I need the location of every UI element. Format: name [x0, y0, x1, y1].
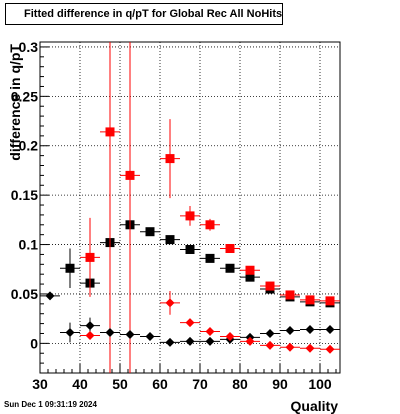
data-point-square: [65, 263, 75, 273]
datestamp: Sun Dec 1 09:31:19 2024: [4, 400, 97, 409]
data-point-diamond: [325, 344, 335, 354]
y-tick-label: 0.25: [11, 88, 38, 104]
data-point-square: [205, 253, 215, 263]
y-tick-label: 0.2: [19, 138, 39, 154]
data-point-square: [105, 127, 115, 137]
data-point-square: [225, 263, 235, 273]
y-axis-label: difference in q/pT: [7, 44, 23, 161]
data-point-diamond: [285, 342, 295, 352]
y-tick-label: 0.05: [11, 286, 38, 302]
data-point-diamond: [165, 298, 175, 308]
data-point-square: [125, 170, 135, 180]
data-point-square: [185, 244, 195, 254]
data-point-diamond: [125, 329, 135, 339]
data-point-diamond: [165, 337, 175, 347]
x-tick-label: 100: [308, 376, 332, 392]
y-tick-label: 0: [30, 335, 38, 351]
data-point-square: [85, 252, 95, 262]
data-point-diamond: [85, 321, 95, 331]
data-point-diamond: [265, 328, 275, 338]
data-point-diamond: [305, 343, 315, 353]
data-point-diamond: [65, 327, 75, 337]
data-point-diamond: [225, 331, 235, 341]
data-point-square: [245, 265, 255, 275]
x-tick-label: 80: [232, 376, 248, 392]
data-point-square: [305, 295, 315, 305]
data-point-diamond: [185, 318, 195, 328]
data-point-diamond: [85, 330, 95, 340]
data-point-square: [145, 227, 155, 237]
x-tick-label: 60: [152, 376, 168, 392]
x-tick-label: 70: [192, 376, 208, 392]
x-axis-label: Quality: [291, 398, 339, 414]
data-point-square: [165, 235, 175, 245]
data-point-diamond: [285, 326, 295, 336]
chart-title: Fitted difference in q/pT for Global Rec…: [5, 3, 283, 25]
data-point-square: [205, 220, 215, 230]
data-point-square: [285, 290, 295, 300]
y-tick-label: 0.3: [19, 39, 39, 55]
data-point-diamond: [205, 336, 215, 346]
x-tick-label: 30: [32, 376, 48, 392]
data-point-diamond: [305, 325, 315, 335]
data-point-diamond: [245, 336, 255, 346]
x-tick-label: 90: [272, 376, 288, 392]
data-point-square: [245, 272, 255, 282]
data-point-square: [225, 244, 235, 254]
data-point-diamond: [265, 340, 275, 350]
data-point-diamond: [145, 331, 155, 341]
data-point-square: [265, 281, 275, 291]
data-point-diamond: [325, 325, 335, 335]
x-tick-label: 40: [72, 376, 88, 392]
y-tick-label: 0.1: [19, 237, 39, 253]
data-point-square: [325, 296, 335, 306]
data-point-square: [185, 211, 195, 221]
data-point-diamond: [185, 336, 195, 346]
data-point-square: [165, 154, 175, 164]
data-point-diamond: [105, 327, 115, 337]
data-point-diamond: [45, 291, 55, 301]
x-tick-label: 50: [112, 376, 128, 392]
y-tick-label: 0.15: [11, 187, 38, 203]
plot-frame: [39, 41, 341, 374]
data-point-diamond: [205, 327, 215, 337]
